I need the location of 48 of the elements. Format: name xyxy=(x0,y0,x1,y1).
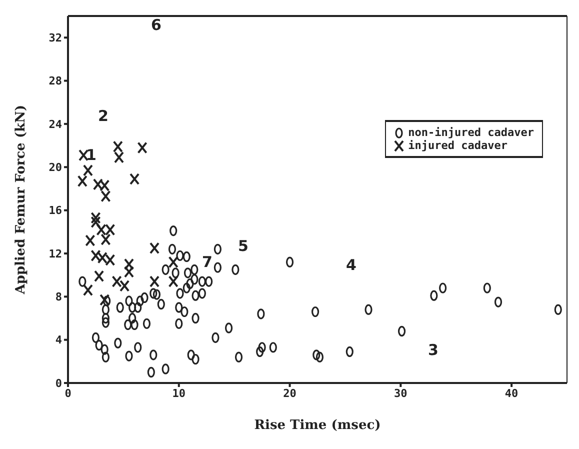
point xyxy=(82,284,93,296)
point xyxy=(90,216,101,228)
point xyxy=(96,224,106,236)
annotation: 7 xyxy=(202,253,212,271)
y-tick-label: 28 xyxy=(48,74,62,88)
point xyxy=(90,250,101,262)
y-tick-label: 24 xyxy=(48,118,62,131)
point xyxy=(100,294,110,306)
y-tick-label: 8 xyxy=(55,290,62,304)
legend-label: non-injured cadaver xyxy=(408,126,534,139)
legend-label: injured cadaver xyxy=(408,139,508,152)
point xyxy=(149,242,160,254)
y-axis-title: Applied Femur Force (kN) xyxy=(14,104,29,296)
y-tick-label: 32 xyxy=(48,31,62,44)
point xyxy=(112,276,122,288)
point xyxy=(120,280,130,292)
annotation: 1 xyxy=(86,146,96,164)
x-tick-label: 20 xyxy=(283,386,296,400)
point xyxy=(168,256,178,268)
annotation: 2 xyxy=(98,107,108,125)
point xyxy=(130,172,140,185)
point xyxy=(137,142,148,154)
point xyxy=(168,276,178,288)
point xyxy=(85,234,96,247)
annotation: 3 xyxy=(428,341,438,359)
annotation: 5 xyxy=(238,237,248,255)
y-tick-label: 12 xyxy=(48,247,62,260)
point xyxy=(100,233,111,246)
point xyxy=(90,212,101,224)
x-tick-label: 0 xyxy=(64,386,72,400)
annotation: 6 xyxy=(151,16,162,34)
point xyxy=(92,178,103,190)
x-axis-title: Rise Time (msec) xyxy=(254,418,381,433)
y-tick-label: 16 xyxy=(48,204,62,218)
point xyxy=(105,224,116,236)
point xyxy=(105,254,116,266)
point xyxy=(94,270,104,282)
point xyxy=(82,164,93,176)
x-tick-label: 10 xyxy=(172,386,186,400)
x-tick-label: 30 xyxy=(394,386,408,400)
y-tick-label: 20 xyxy=(48,161,62,174)
point xyxy=(77,175,88,188)
y-tick-label: 0 xyxy=(55,376,62,390)
annotation: 4 xyxy=(346,256,356,274)
x-tick-label: 40 xyxy=(504,386,518,400)
point xyxy=(97,252,108,264)
y-tick-label: 4 xyxy=(55,334,62,347)
point xyxy=(149,276,160,288)
